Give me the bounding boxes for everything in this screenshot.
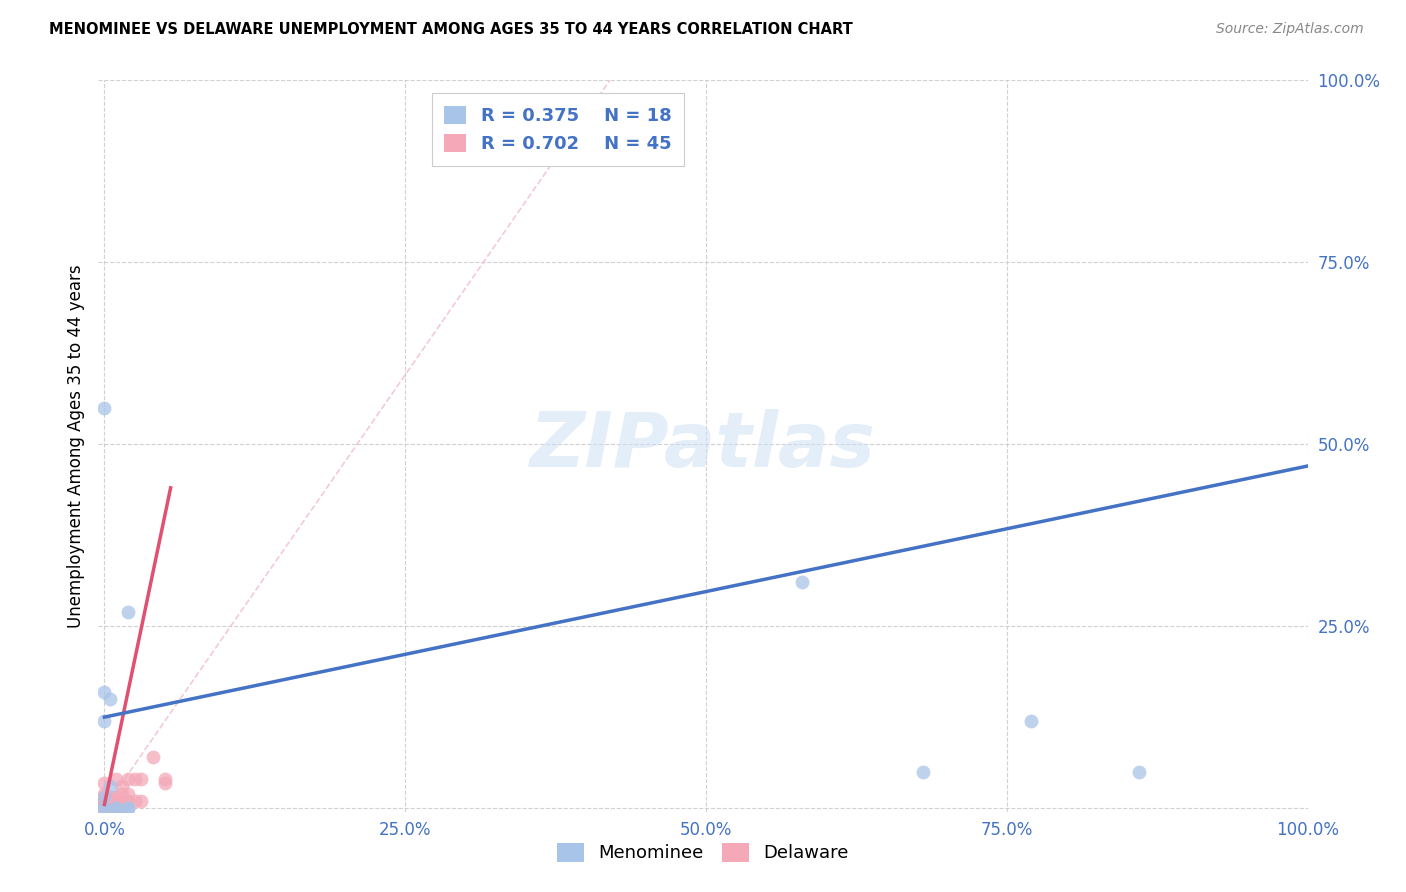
Point (93, 801, 115, 815)
Point (100, 801, 122, 815)
Point (117, 605, 139, 619)
Point (105, 801, 128, 815)
Point (117, 794, 139, 808)
Point (117, 801, 139, 815)
Point (111, 779, 134, 793)
Point (911, 764, 934, 779)
Point (93, 801, 115, 815)
Point (93, 801, 115, 815)
Point (105, 801, 128, 815)
Point (111, 801, 134, 815)
Text: MENOMINEE VS DELAWARE UNEMPLOYMENT AMONG AGES 35 TO 44 YEARS CORRELATION CHART: MENOMINEE VS DELAWARE UNEMPLOYMENT AMONG… (49, 22, 853, 37)
Point (111, 787, 134, 801)
Point (93, 790, 115, 805)
Point (93, 797, 115, 812)
Point (1019, 714, 1042, 728)
Point (105, 772, 128, 786)
Point (105, 797, 128, 812)
Point (117, 772, 139, 786)
Point (111, 797, 134, 812)
Point (93, 714, 115, 728)
Point (129, 772, 152, 786)
Point (124, 772, 146, 786)
Text: ZIPatlas: ZIPatlas (530, 409, 876, 483)
Legend: R = 0.375    N = 18, R = 0.702    N = 45: R = 0.375 N = 18, R = 0.702 N = 45 (432, 93, 683, 166)
Point (124, 794, 146, 808)
Point (93, 801, 115, 815)
Point (93, 787, 115, 801)
Point (117, 787, 139, 801)
Point (93, 790, 115, 805)
Point (1296, 59, 1319, 73)
Point (105, 801, 128, 815)
Point (93, 801, 115, 815)
Point (93, 801, 115, 815)
Point (153, 772, 176, 786)
Point (93, 801, 115, 815)
Point (93, 801, 115, 815)
Legend: Menominee, Delaware: Menominee, Delaware (550, 836, 856, 870)
Point (142, 750, 165, 764)
Point (100, 794, 122, 808)
Point (105, 801, 128, 815)
Point (100, 794, 122, 808)
Point (93, 801, 115, 815)
Point (93, 794, 115, 808)
Text: Source: ZipAtlas.com: Source: ZipAtlas.com (1216, 22, 1364, 37)
Y-axis label: Unemployment Among Ages 35 to 44 years: Unemployment Among Ages 35 to 44 years (66, 264, 84, 628)
Point (105, 797, 128, 812)
Point (100, 779, 122, 793)
Point (93, 684, 115, 698)
Point (792, 575, 814, 590)
Point (1128, 764, 1150, 779)
Point (129, 794, 152, 808)
Point (100, 797, 122, 812)
Point (93, 401, 115, 415)
Point (93, 801, 115, 815)
Point (100, 797, 122, 812)
Point (100, 790, 122, 805)
Point (93, 797, 115, 812)
Point (105, 790, 128, 805)
Point (93, 794, 115, 808)
Point (105, 794, 128, 808)
Point (117, 801, 139, 815)
Point (93, 801, 115, 815)
Point (93, 775, 115, 789)
Point (153, 775, 176, 789)
Point (93, 797, 115, 812)
Point (100, 692, 122, 706)
Point (93, 801, 115, 815)
